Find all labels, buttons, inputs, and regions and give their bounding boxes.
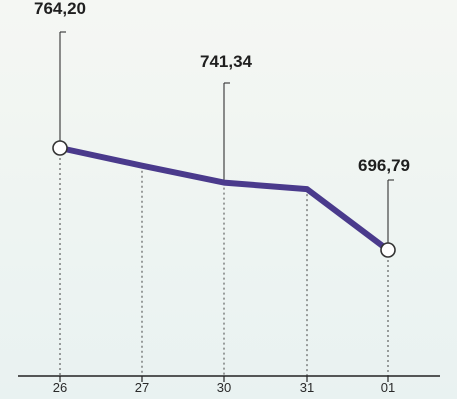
guide-lines [59, 148, 389, 376]
series-lines [57, 145, 391, 253]
x-tick-label: 01 [381, 380, 395, 395]
x-tick-label: 30 [217, 380, 231, 395]
data-point-marker [380, 242, 396, 258]
data-label: 696,79 [358, 156, 410, 175]
series-line [57, 145, 391, 253]
x-tick-label: 31 [300, 380, 314, 395]
x-axis-tick-labels: 26 27 30 31 01 [53, 380, 395, 395]
data-label: 741,34 [200, 52, 253, 71]
label-leader-lines [59, 31, 394, 250]
data-label: 764,20 [34, 0, 86, 18]
data-point-marker [52, 140, 68, 156]
data-point-markers [52, 140, 396, 258]
x-tick-label: 26 [53, 380, 67, 395]
x-tick-label: 27 [135, 380, 149, 395]
data-labels: 764,20 741,34 696,79 [34, 0, 410, 175]
x-axis-ticks [59, 376, 389, 382]
